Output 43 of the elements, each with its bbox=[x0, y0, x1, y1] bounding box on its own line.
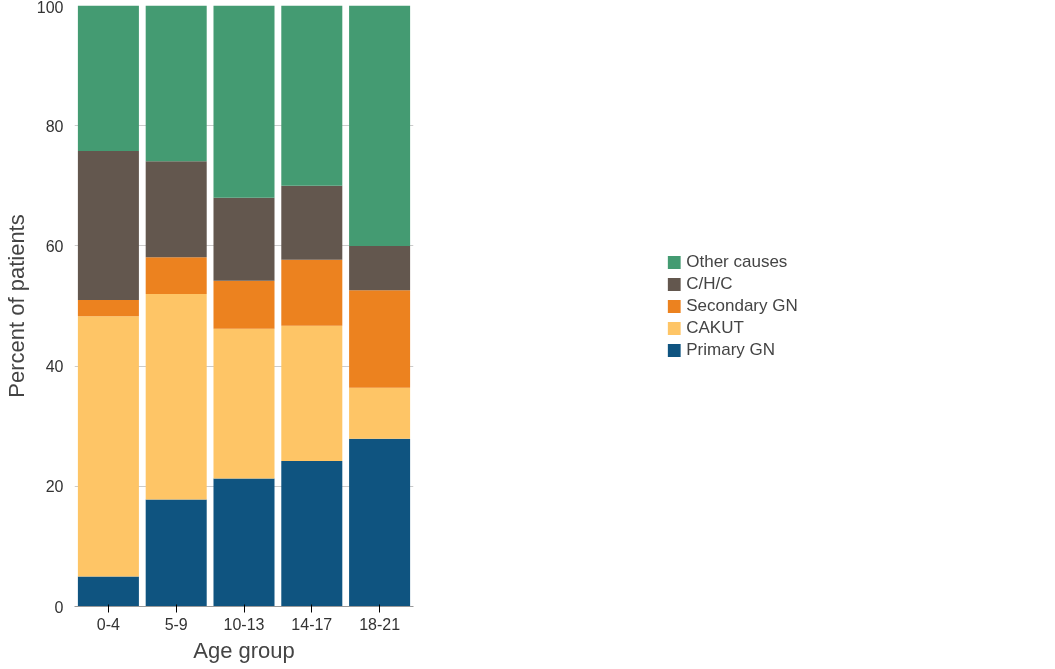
legend-label: Secondary GN bbox=[686, 295, 798, 316]
bar bbox=[281, 5, 343, 186]
x-tick-label: 0-4 bbox=[96, 615, 121, 633]
bar bbox=[281, 325, 343, 462]
x-tick-label: 18-21 bbox=[359, 615, 401, 633]
y-tick-label: 20 bbox=[45, 478, 64, 496]
bar bbox=[213, 478, 275, 607]
bar bbox=[349, 387, 411, 439]
legend-label: Other causes bbox=[686, 251, 788, 272]
bar bbox=[145, 293, 207, 500]
bar bbox=[281, 259, 343, 326]
bar bbox=[281, 461, 343, 607]
bar bbox=[349, 438, 411, 607]
bar bbox=[213, 280, 275, 329]
bar bbox=[213, 5, 275, 198]
bar bbox=[213, 197, 275, 281]
bar bbox=[349, 5, 411, 246]
bar bbox=[145, 5, 207, 162]
bar bbox=[77, 5, 139, 151]
bar bbox=[145, 257, 207, 294]
bar bbox=[145, 161, 207, 258]
bar bbox=[349, 290, 411, 388]
y-axis-title: Percent of patients bbox=[3, 214, 29, 398]
bar bbox=[349, 245, 411, 291]
y-tick-label: 100 bbox=[36, 0, 64, 16]
bar bbox=[213, 328, 275, 479]
legend-label: Primary GN bbox=[686, 339, 776, 360]
bar bbox=[77, 576, 139, 607]
bar bbox=[77, 316, 139, 577]
y-tick-label: 60 bbox=[45, 237, 64, 255]
bar bbox=[77, 150, 139, 300]
y-tick-label: 40 bbox=[45, 358, 64, 376]
x-tick-label: 14-17 bbox=[291, 615, 333, 633]
bar bbox=[281, 185, 343, 260]
x-tick-label: 10-13 bbox=[223, 615, 265, 633]
bar bbox=[145, 499, 207, 607]
bar bbox=[77, 299, 139, 317]
x-tick-label: 5-9 bbox=[164, 615, 188, 633]
x-axis-title: Age group bbox=[193, 637, 295, 663]
y-tick-label: 80 bbox=[45, 117, 64, 135]
y-tick-label: 0 bbox=[54, 598, 64, 616]
legend-label: C/H/C bbox=[686, 273, 733, 294]
legend-label: CAKUT bbox=[686, 317, 744, 338]
